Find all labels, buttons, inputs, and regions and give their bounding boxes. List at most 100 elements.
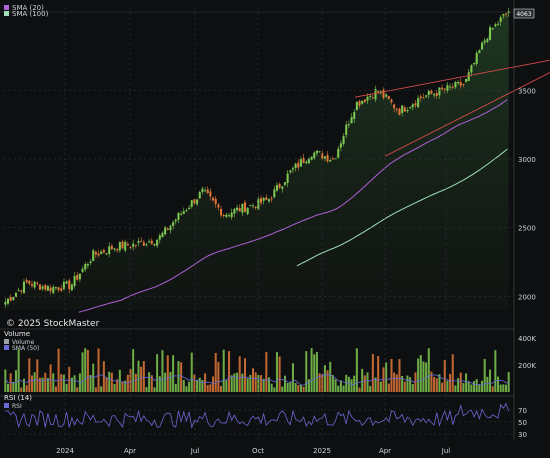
candle-body xyxy=(302,157,305,163)
rsi-panel[interactable] xyxy=(5,402,510,429)
volume-bar xyxy=(318,373,321,392)
volume-bar xyxy=(180,362,183,392)
volume-bar xyxy=(286,383,289,392)
volume-bar xyxy=(220,385,223,392)
volume-bar xyxy=(137,360,140,392)
candle-body xyxy=(9,296,12,301)
y-tick-label: 2500 xyxy=(518,225,536,233)
candle-body xyxy=(30,284,33,286)
volume-bar xyxy=(102,361,105,392)
volume-bar xyxy=(451,354,454,392)
candle-body xyxy=(4,301,7,305)
candle-body xyxy=(148,241,151,243)
volume-bar xyxy=(403,381,406,392)
candle-body xyxy=(97,253,100,256)
volume-bar xyxy=(156,354,159,392)
candle-body xyxy=(355,102,358,111)
candle-body xyxy=(225,214,228,217)
candle-body xyxy=(201,188,204,192)
volume-bar xyxy=(236,372,239,392)
volume-bar xyxy=(54,386,57,392)
volume-bar xyxy=(4,369,7,392)
volume-bar xyxy=(158,376,161,392)
candle-body xyxy=(329,160,332,162)
candle-body xyxy=(116,249,119,251)
x-tick-label: 2025 xyxy=(313,447,331,455)
volume-bar xyxy=(217,361,220,392)
volume-bar xyxy=(201,379,204,392)
volume-bar xyxy=(238,356,241,392)
volume-bar xyxy=(188,381,191,392)
volume-panel[interactable] xyxy=(4,348,510,392)
volume-bar xyxy=(449,373,452,392)
price-panel[interactable] xyxy=(4,8,550,313)
candle-body xyxy=(473,62,476,65)
candle-body xyxy=(214,198,217,205)
volume-bar xyxy=(265,352,268,392)
volume-bar xyxy=(20,387,23,392)
candle-body xyxy=(20,290,23,292)
volume-bar xyxy=(169,371,172,392)
volume-bar xyxy=(347,376,350,392)
volume-bar xyxy=(334,379,337,392)
candle-body xyxy=(417,98,420,107)
volume-bar xyxy=(166,355,169,392)
volume-bar xyxy=(124,380,127,392)
volume-bar xyxy=(502,384,505,392)
volume-bar xyxy=(62,374,65,392)
candle-body xyxy=(438,87,441,96)
candle-body xyxy=(22,281,25,293)
candle-body xyxy=(257,198,260,210)
volume-bar xyxy=(377,356,380,392)
last-price-label: 4063 xyxy=(516,11,531,18)
candle-body xyxy=(377,91,380,93)
volume-bar xyxy=(331,375,334,392)
rsi-panel-title: RSI (14) xyxy=(4,394,32,402)
volume-bar xyxy=(489,369,492,392)
candle-body xyxy=(321,152,324,159)
volume-bar xyxy=(326,370,329,392)
candle-body xyxy=(358,100,361,106)
candle-body xyxy=(425,95,428,97)
volume-bar xyxy=(41,377,44,392)
candle-body xyxy=(174,219,177,222)
volume-bar xyxy=(38,377,41,392)
candle-body xyxy=(489,27,492,40)
volume-bar xyxy=(164,372,167,392)
volume-bar xyxy=(491,386,494,392)
volume-bar xyxy=(446,380,449,392)
volume-bar xyxy=(25,385,28,392)
volume-bar xyxy=(385,362,388,392)
candle-body xyxy=(54,287,57,289)
volume-bar xyxy=(454,385,457,392)
sma100-legend-swatch xyxy=(4,11,9,16)
candle-body xyxy=(462,83,465,85)
volume-bar xyxy=(379,381,382,392)
sma100-line xyxy=(296,148,508,267)
volume-bar xyxy=(254,372,257,392)
candle-body xyxy=(486,38,489,42)
volume-bar xyxy=(315,352,318,392)
volume-bar xyxy=(209,384,212,392)
volume-bar xyxy=(401,375,404,392)
volume-bar xyxy=(435,378,438,392)
volume-legend-swatch xyxy=(4,339,9,344)
volume-bar xyxy=(225,380,228,392)
volume-bar xyxy=(196,379,199,392)
candle-body xyxy=(158,235,161,240)
candle-body xyxy=(238,208,241,212)
volume-bar xyxy=(459,372,462,392)
candle-body xyxy=(86,264,89,266)
volume-bar xyxy=(467,381,470,392)
candle-body xyxy=(129,247,132,249)
candle-body xyxy=(68,280,71,290)
volume-bar xyxy=(337,385,340,392)
volume-bar xyxy=(313,354,316,392)
volume-y-tick-label: 200K xyxy=(518,362,536,370)
candle-body xyxy=(347,124,350,126)
candle-body xyxy=(267,199,270,202)
volume-bar xyxy=(345,374,348,392)
candle-body xyxy=(73,275,76,286)
volume-bar xyxy=(374,377,377,392)
